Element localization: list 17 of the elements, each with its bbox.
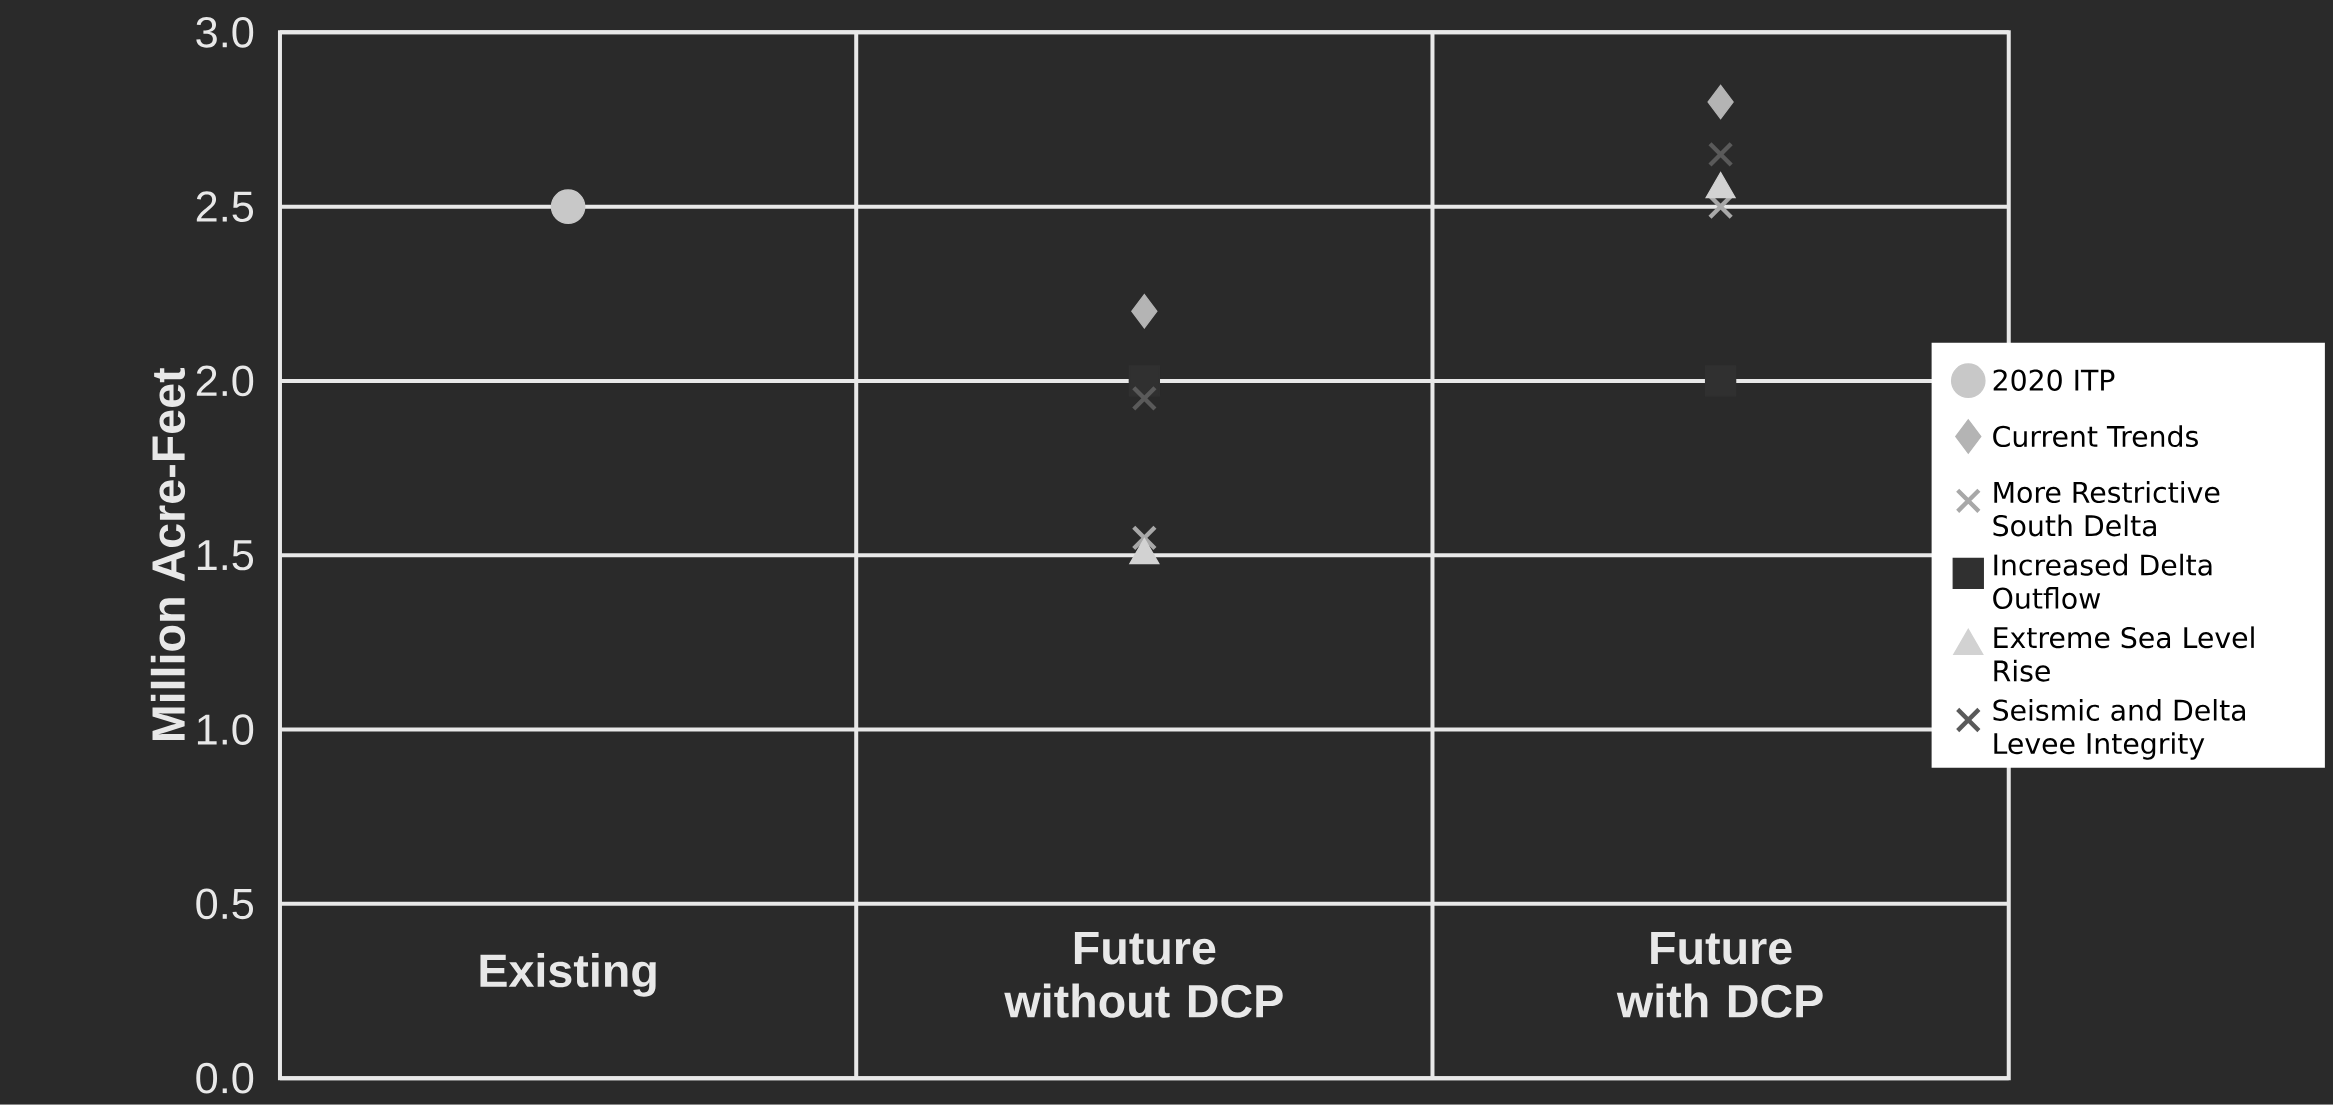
y-tick-label: 3.0 bbox=[196, 17, 254, 48]
x-tick-label: Existing bbox=[480, 953, 656, 997]
legend-label: More Restrictive South Delta bbox=[1993, 481, 2220, 537]
x-tick-label: Future with DCP bbox=[1616, 932, 1823, 1018]
y-tick-label: 1.0 bbox=[197, 714, 254, 745]
y-axis-title: Million Acre-Feet bbox=[150, 367, 186, 741]
y-tick-label: 2.5 bbox=[196, 191, 254, 223]
legend-label: Seismic and Delta Levee Integrity bbox=[1993, 699, 2246, 760]
x-tick-label: Future without DCP bbox=[1004, 932, 1283, 1018]
legend-label: Extreme Sea Level Rise bbox=[1994, 626, 2254, 682]
legend-label: Increased Delta Outflow bbox=[1993, 553, 2212, 610]
y-tick-label: 0.5 bbox=[196, 888, 254, 920]
legend-label: Current Trends bbox=[1993, 425, 2198, 448]
legend-label: 2020 ITP bbox=[1993, 369, 2115, 391]
y-tick-label: 0.0 bbox=[196, 1062, 254, 1094]
y-tick-label: 1.5 bbox=[197, 540, 254, 571]
y-tick-label: 2.0 bbox=[196, 365, 254, 397]
